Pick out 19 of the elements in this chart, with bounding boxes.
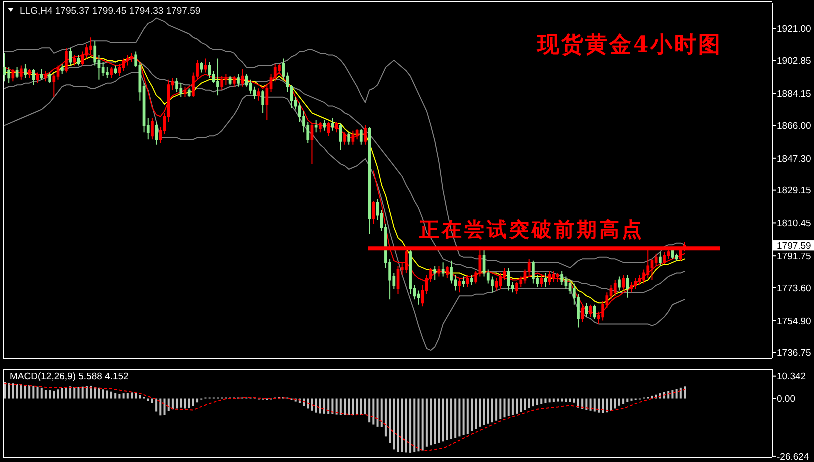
y-tick-label: 1736.75 <box>777 348 812 360</box>
y-tick-label: 1829.15 <box>777 186 812 197</box>
y-tick-label: 10.342 <box>777 372 806 383</box>
y-tick-label: 1921.00 <box>777 24 812 36</box>
y-tick-label: 1884.15 <box>777 89 812 100</box>
y-tick-label: 1754.90 <box>777 316 812 328</box>
chart-title: MACD(12,26,9) 5.588 4.152 <box>10 372 129 382</box>
y-tick-label: 1791.75 <box>777 251 812 262</box>
y-tick-label: 1810.45 <box>777 218 812 230</box>
y-tick-label: 1847.30 <box>777 154 812 165</box>
y-tick-label: 1773.60 <box>777 283 812 294</box>
chart-subtitle: LLG,H4 1795.37 1799.45 1794.33 1797.59 <box>20 6 201 17</box>
text: 1797.59 <box>777 241 812 252</box>
y-tick-label: 1866.00 <box>777 120 812 132</box>
y-tick-label: 1902.85 <box>777 56 812 68</box>
ref-line-label: 正在尝试突破前期高点 <box>418 218 644 242</box>
text: 现货黄金4小时图 <box>536 32 723 58</box>
y-tick-label: -26.624 <box>777 452 810 462</box>
y-tick-label: 0.00 <box>777 394 796 406</box>
